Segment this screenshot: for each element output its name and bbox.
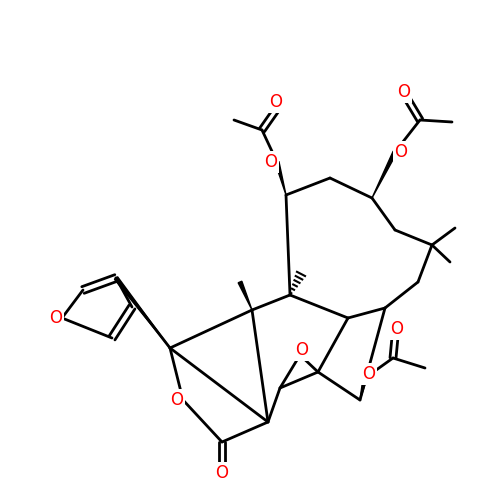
Text: O: O [264,153,278,171]
Text: O: O [270,93,282,111]
Text: O: O [398,83,410,101]
Polygon shape [360,378,367,400]
Text: O: O [170,391,183,409]
Polygon shape [114,277,170,348]
Text: O: O [50,309,62,327]
Polygon shape [238,281,252,310]
Text: O: O [296,341,308,359]
Text: O: O [394,143,407,161]
Text: O: O [362,365,376,383]
Polygon shape [372,151,397,198]
Polygon shape [275,162,286,195]
Text: O: O [216,464,228,482]
Text: O: O [390,320,404,338]
